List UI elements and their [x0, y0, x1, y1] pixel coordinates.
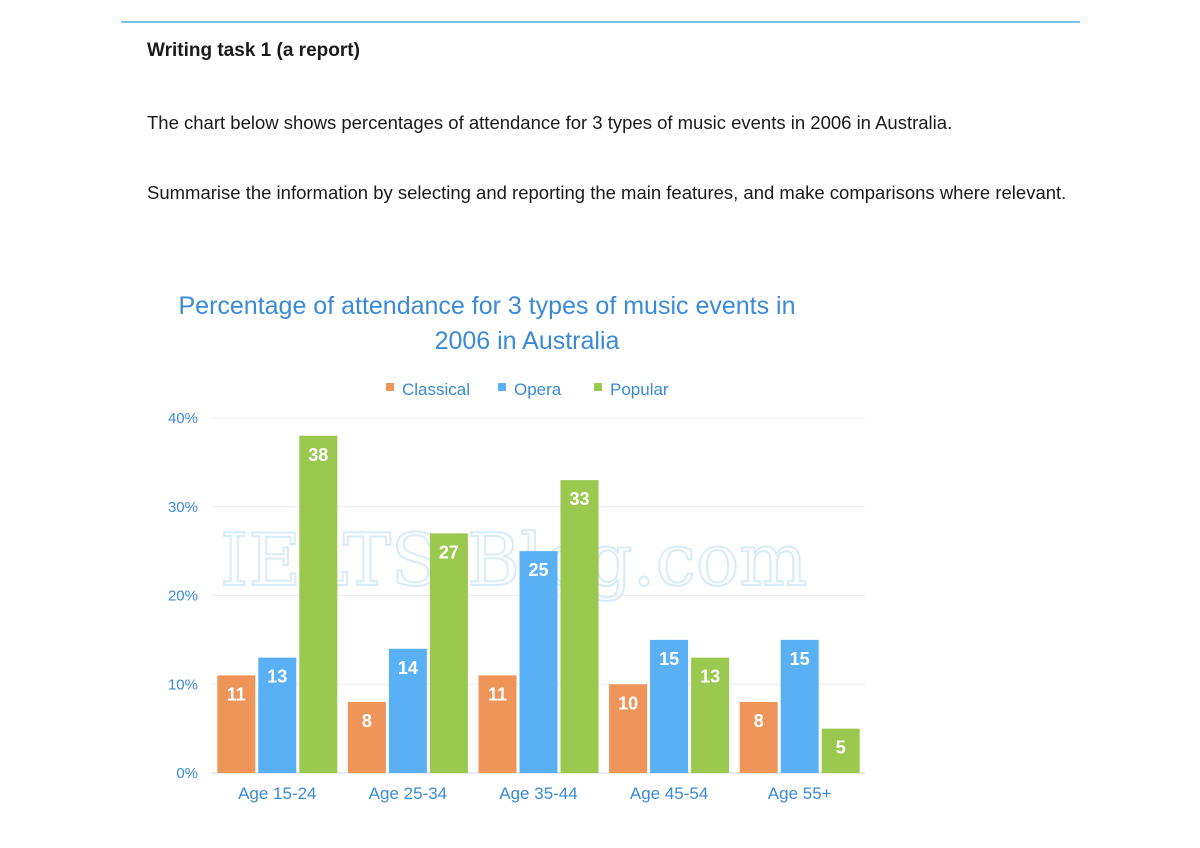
bar-classical [739, 702, 778, 773]
data-label: 15 [659, 649, 679, 669]
chart-title-line2: 2006 in Australia [435, 327, 620, 355]
bar-popular [429, 533, 468, 773]
y-tick-label: 40% [168, 410, 198, 427]
data-label: 8 [362, 711, 372, 731]
data-label: 25 [528, 560, 548, 580]
bar-classical [609, 684, 648, 773]
data-label: 14 [398, 658, 418, 678]
bar-classical [217, 675, 256, 773]
y-tick-label: 30% [168, 499, 198, 516]
data-label: 15 [790, 649, 810, 669]
x-category-label: Age 55+ [768, 784, 832, 803]
data-label: 27 [439, 542, 459, 562]
y-axis: 0% 10% 20% 30% 40% [168, 410, 198, 782]
x-category-label: Age 35-44 [499, 784, 577, 803]
task-intro: The chart below shows percentages of att… [147, 112, 953, 133]
legend-swatch-opera [498, 383, 506, 391]
bar-classical [478, 675, 517, 773]
bar-popular [299, 435, 338, 773]
data-label: 38 [308, 445, 328, 465]
data-labels: 11 13 38 8 14 27 11 25 33 10 15 13 8 15 5 [227, 445, 846, 758]
bar-popular [560, 480, 599, 773]
task-heading: Writing task 1 (a report) [147, 40, 360, 61]
y-tick-label: 10% [168, 676, 198, 693]
bar-popular [691, 657, 730, 773]
x-category-label: Age 15-24 [238, 784, 316, 803]
bar-opera [519, 551, 558, 773]
data-label: 33 [569, 489, 589, 509]
legend-label-opera: Opera [514, 380, 562, 399]
x-category-label: Age 45-54 [630, 784, 708, 803]
top-divider [121, 21, 1080, 23]
data-label: 8 [754, 711, 764, 731]
chart-title-line1: Percentage of attendance for 3 types of … [178, 292, 795, 320]
data-label: 5 [836, 738, 846, 758]
legend-label-classical: Classical [402, 380, 470, 399]
y-tick-label: 0% [176, 765, 198, 782]
y-tick-label: 20% [168, 588, 198, 605]
x-axis: Age 15-24 Age 25-34 Age 35-44 Age 45-54 Age … [238, 784, 832, 803]
bars-group [217, 435, 860, 773]
data-label: 11 [488, 684, 507, 704]
legend: Classical Opera Popular [386, 380, 669, 399]
bar-opera [780, 639, 819, 773]
bar-opera [388, 648, 427, 773]
task-instruction: Summarise the information by selecting a… [147, 182, 1067, 203]
data-label: 13 [267, 667, 287, 687]
legend-swatch-popular [594, 383, 602, 391]
bar-opera [650, 639, 689, 773]
bar-classical [347, 702, 386, 773]
x-category-label: Age 25-34 [369, 784, 447, 803]
bar-opera [258, 657, 297, 773]
legend-swatch-classical [386, 383, 394, 391]
bar-chart: IELTS-Blog.com 1113388142711253310151381… [168, 292, 865, 803]
data-label: 10 [618, 693, 638, 713]
bar-popular [821, 728, 860, 773]
legend-label-popular: Popular [610, 380, 669, 399]
data-label: 11 [227, 684, 246, 704]
data-label: 13 [700, 667, 720, 687]
